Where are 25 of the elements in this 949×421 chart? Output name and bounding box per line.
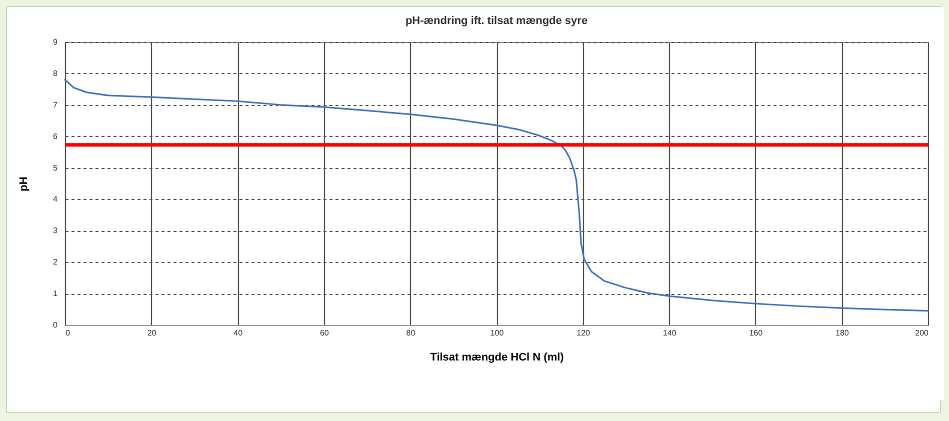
y-tick-label: 5 xyxy=(53,163,58,172)
chart-title: pH-ændring ift. tilsat mængde syre xyxy=(405,15,588,27)
y-tick-label: 1 xyxy=(53,289,58,298)
y-tick-label: 9 xyxy=(53,38,58,46)
x-tick-label: 80 xyxy=(406,328,416,338)
x-axis-title: Tilsat mængde HCl N (ml) xyxy=(430,352,564,364)
y-axis-title: pH xyxy=(18,176,30,192)
x-tick-label: 180 xyxy=(836,328,850,338)
y-tick-label: 0 xyxy=(53,320,58,330)
x-tick-label: 200 xyxy=(915,328,930,338)
x-tick-label: 20 xyxy=(147,328,157,338)
x-tick-label: 40 xyxy=(234,328,244,338)
y-tick-label: 2 xyxy=(53,258,58,267)
line-series xyxy=(64,78,929,312)
x-tick-label: 0 xyxy=(66,328,70,338)
y-tick-label: 6 xyxy=(53,132,58,141)
y-tick-label: 8 xyxy=(53,68,58,78)
y-tick-label: 4 xyxy=(53,194,58,204)
y-tick-label: 3 xyxy=(53,226,58,236)
x-tick-label: 60 xyxy=(320,328,330,338)
x-tick-label: 120 xyxy=(576,328,591,338)
x-tick-label: 140 xyxy=(662,328,677,338)
x-tick-label: 160 xyxy=(749,328,764,338)
y-tick-label: 7 xyxy=(53,100,58,110)
x-tick-label: 100 xyxy=(490,328,504,338)
